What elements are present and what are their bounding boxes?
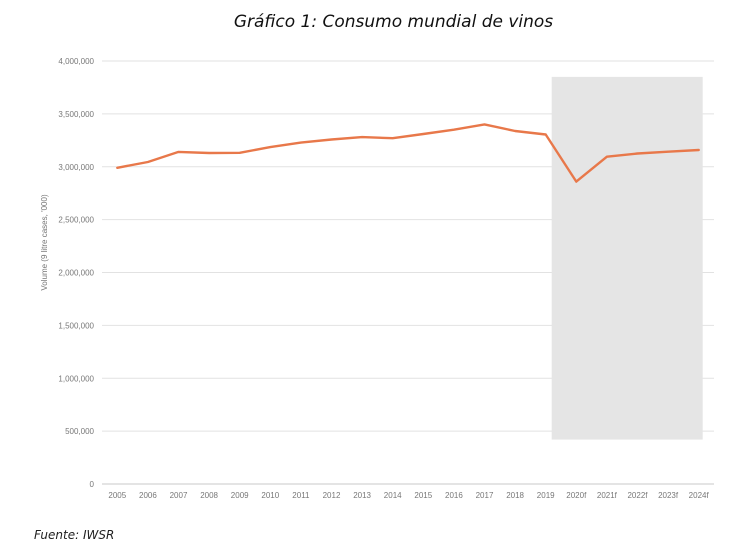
- x-axis-ticks: 2005 2006 2007 2008 2009 2010 2011 2012 2013 2014…: [108, 491, 709, 500]
- y-tick-label: 500,000: [65, 427, 94, 436]
- y-axis-label: Volume (9 litre cases, '000): [40, 194, 49, 291]
- source-note: Fuente: IWSR: [34, 528, 115, 542]
- series: [116, 123, 700, 183]
- x-tick-label: 2006: [139, 491, 157, 500]
- x-tick-label: 2016: [445, 491, 463, 500]
- y-tick-label: 0: [90, 480, 95, 489]
- x-tick-label: 2009: [231, 491, 249, 500]
- x-tick-label: 2024f: [689, 491, 710, 500]
- y-tick-label: 2,500,000: [58, 216, 94, 225]
- x-tick-label: 2005: [108, 491, 126, 500]
- forecast-region: [551, 76, 703, 440]
- y-axis-ticks: 0 500,000 1,000,000 1,500,000 2,000,000 2,500…: [58, 57, 94, 489]
- x-tick-label: 2018: [506, 491, 524, 500]
- x-tick-label: 2014: [384, 491, 402, 500]
- x-tick-label: 2015: [414, 491, 432, 500]
- x-tick-label: 2017: [476, 491, 494, 500]
- x-tick-label: 2011: [292, 491, 310, 500]
- x-tick-label: 2020f: [566, 491, 587, 500]
- x-tick-label: 2008: [200, 491, 218, 500]
- y-tick-label: 1,000,000: [58, 374, 94, 383]
- y-tick-label: 2,000,000: [58, 269, 94, 278]
- chart-title: Gráfico 1: Consumo mundial de vinos: [233, 12, 554, 32]
- x-tick-label: 2012: [323, 491, 341, 500]
- x-tick-label: 2007: [170, 491, 188, 500]
- y-tick-label: 3,000,000: [58, 163, 94, 172]
- x-tick-label: 2013: [353, 491, 371, 500]
- x-tick-label: 2021f: [597, 491, 618, 500]
- forecast-shade: [551, 76, 703, 440]
- series-line: [116, 123, 700, 183]
- y-tick-label: 3,500,000: [58, 110, 94, 119]
- x-tick-label: 2010: [261, 491, 279, 500]
- x-tick-label: 2022f: [627, 491, 648, 500]
- y-tick-label: 4,000,000: [58, 57, 94, 66]
- y-tick-label: 1,500,000: [58, 321, 94, 330]
- x-tick-label: 2023f: [658, 491, 679, 500]
- x-tick-label: 2019: [537, 491, 555, 500]
